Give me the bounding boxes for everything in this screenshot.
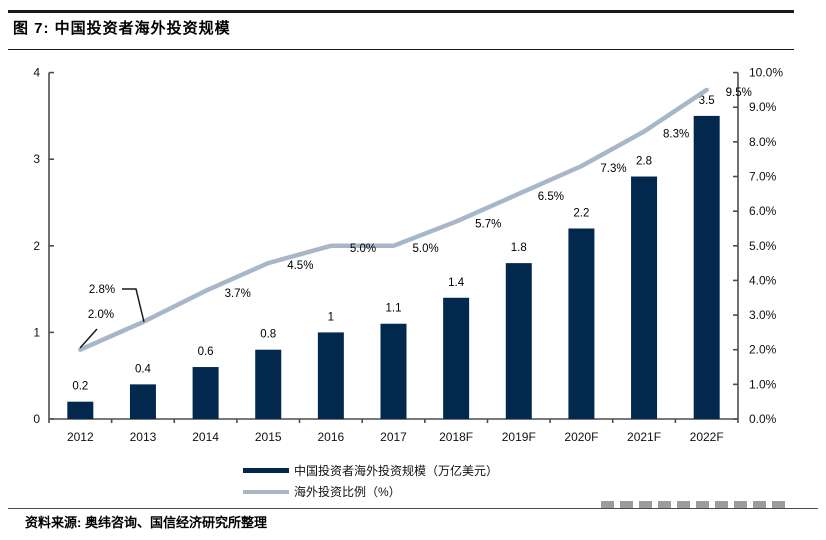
line-value-label: 6.5% <box>538 191 564 203</box>
bar <box>317 332 344 419</box>
bar-value-label: 1.1 <box>386 303 402 315</box>
bar <box>568 228 595 419</box>
line-value-label: 5.0% <box>413 243 439 255</box>
right-axis-tick-label: 1.0% <box>749 377 777 391</box>
bar-value-label: 1.8 <box>511 242 527 254</box>
bar-value-label: 3.5 <box>699 95 715 107</box>
legend-label: 中国投资者海外投资规模（万亿美元） <box>294 464 499 478</box>
callout-leader-line <box>79 328 98 349</box>
bar <box>505 263 532 419</box>
source-note: 资料来源: 奥纬咨询、国信经济研究所整理 <box>25 515 267 530</box>
bottom-rule <box>8 508 818 509</box>
line-value-label: 5.7% <box>475 219 501 231</box>
left-axis-tick-label: 2 <box>33 239 40 253</box>
bar <box>192 367 219 419</box>
x-axis-category-label: 2014 <box>192 430 219 444</box>
bar-value-label: 1.4 <box>448 277 465 289</box>
bar-value-label: 0.4 <box>135 363 152 375</box>
callout-leader-line <box>122 288 145 323</box>
bar-value-label: 0.6 <box>198 346 214 358</box>
x-axis-category-label: 2013 <box>130 430 157 444</box>
bar-value-label: 2.2 <box>573 207 589 219</box>
trend-line <box>78 87 709 352</box>
title-divider <box>8 49 794 50</box>
line-value-label: 7.3% <box>600 163 626 175</box>
legend-label: 海外投资比例（%） <box>294 485 401 499</box>
bar-series-swatch <box>243 468 289 473</box>
line-value-label: 8.3% <box>663 128 689 140</box>
line-series-swatch <box>243 489 289 494</box>
bar-value-label: 1 <box>328 311 334 323</box>
figure-title: 图 7: 中国投资者海外投资规模 <box>13 20 231 37</box>
bar-value-label: 0.2 <box>72 381 88 393</box>
x-axis-category-label: 2019F <box>502 430 536 444</box>
right-axis-tick-label: 10.0% <box>749 66 783 80</box>
right-axis-tick-label: 3.0% <box>749 308 777 322</box>
bar <box>380 323 407 419</box>
right-axis-tick-label: 2.0% <box>749 343 777 357</box>
right-axis-tick-label: 0.0% <box>749 412 777 426</box>
line-value-label: 2.8% <box>89 284 115 296</box>
x-axis-category-label: 2016 <box>318 430 345 444</box>
x-axis-category-label: 2021F <box>627 430 661 444</box>
right-axis-tick-label: 4.0% <box>749 273 777 287</box>
legend-item-bar-series: 中国投资者海外投资规模（万亿美元） <box>243 460 498 481</box>
bar <box>129 384 156 419</box>
right-axis-tick-label: 8.0% <box>749 135 777 149</box>
bar-value-label: 0.8 <box>260 329 276 341</box>
right-axis-tick-label: 5.0% <box>749 239 777 253</box>
right-axis-tick-label: 7.0% <box>749 170 777 184</box>
left-axis-tick-label: 4 <box>33 66 40 80</box>
x-axis-category-label: 2012 <box>67 430 94 444</box>
line-value-label: 5.0% <box>350 243 376 255</box>
left-axis-tick-label: 0 <box>33 412 40 426</box>
left-axis-tick-label: 1 <box>33 325 40 339</box>
x-axis-category-label: 2022F <box>690 430 724 444</box>
bar <box>255 349 282 419</box>
bar <box>67 401 94 419</box>
top-rule <box>8 10 794 13</box>
x-axis-category-label: 2018F <box>439 430 473 444</box>
line-value-label: 2.0% <box>88 309 114 321</box>
x-axis-category-label: 2015 <box>255 430 282 444</box>
bar <box>693 115 720 420</box>
chart-legend: 中国投资者海外投资规模（万亿美元） 海外投资比例（%） <box>243 460 498 502</box>
right-axis-tick-label: 9.0% <box>749 100 777 114</box>
x-axis-category-label: 2020F <box>564 430 598 444</box>
bar <box>631 176 658 419</box>
right-axis-tick-label: 6.0% <box>749 204 777 218</box>
bar <box>443 297 470 419</box>
bar-value-label: 2.8 <box>636 156 652 168</box>
legend-item-line-series: 海外投资比例（%） <box>243 481 498 502</box>
line-value-label: 9.5% <box>726 87 752 99</box>
x-axis-category-label: 2017 <box>380 430 407 444</box>
line-value-label: 4.5% <box>287 260 313 272</box>
clipped-text-fragment <box>601 501 785 508</box>
left-axis-tick-label: 3 <box>33 152 40 166</box>
line-value-label: 3.7% <box>225 288 251 300</box>
